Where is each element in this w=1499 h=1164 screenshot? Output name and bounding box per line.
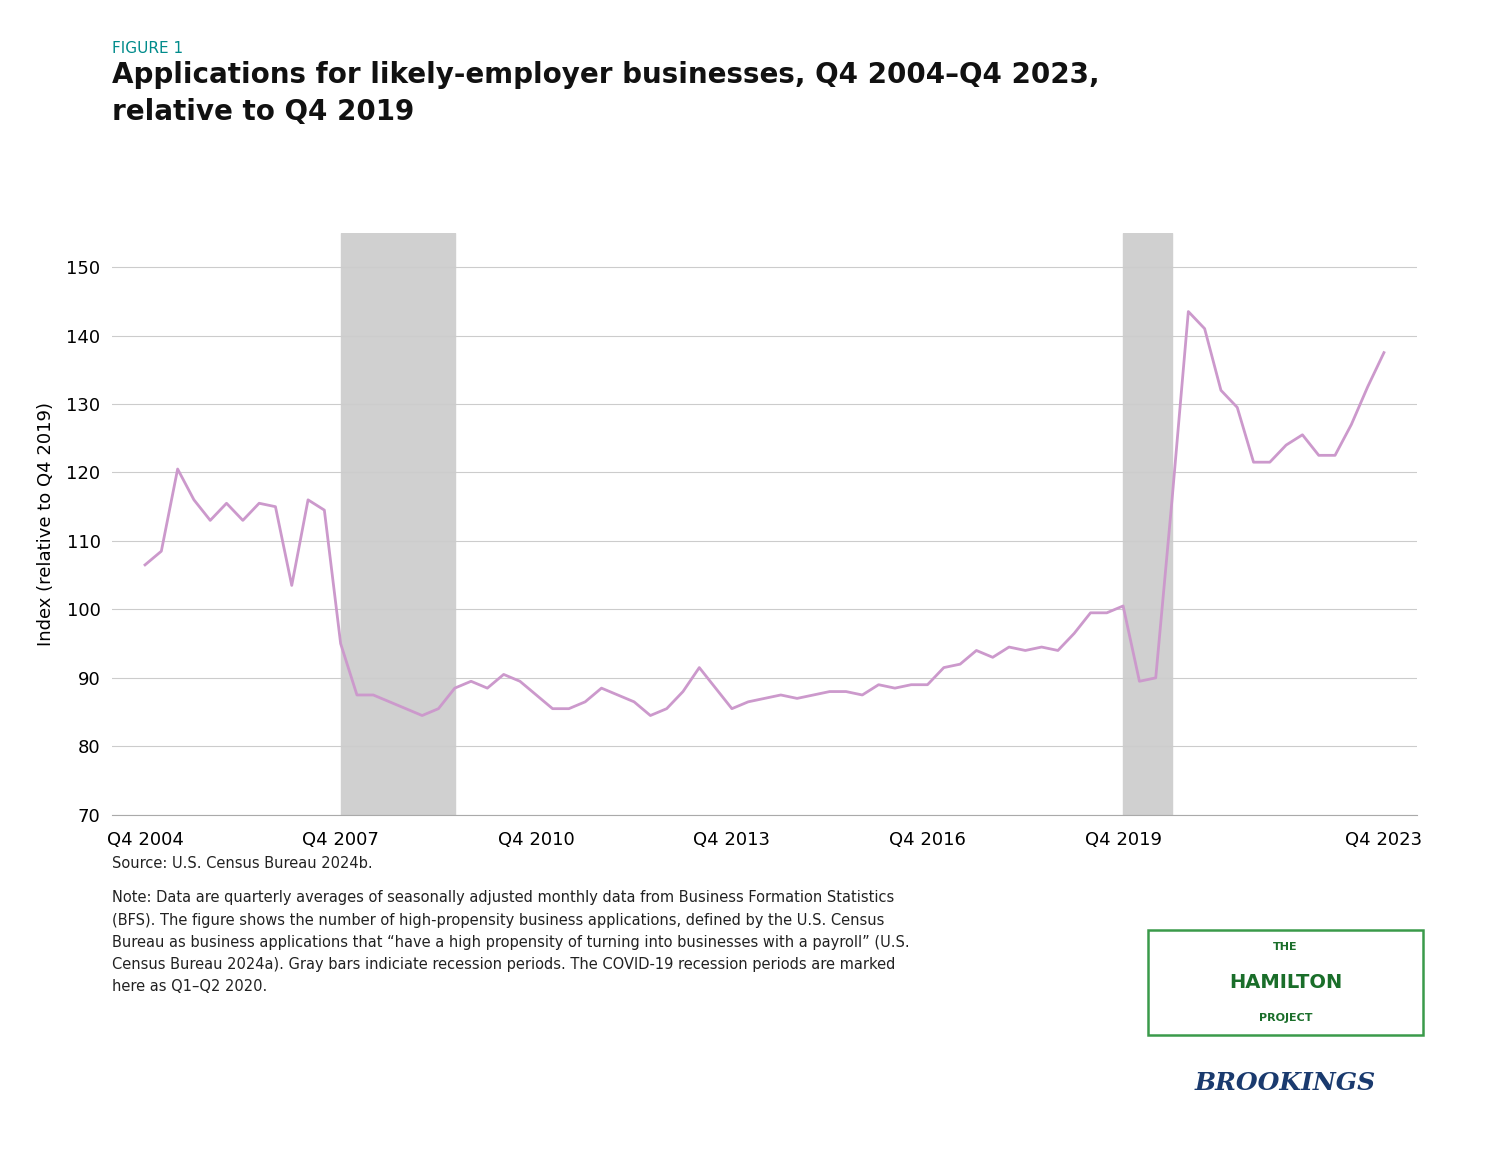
Text: BROOKINGS: BROOKINGS — [1195, 1071, 1376, 1095]
Y-axis label: Index (relative to Q4 2019): Index (relative to Q4 2019) — [37, 402, 55, 646]
Text: Applications for likely-employer businesses, Q4 2004–Q4 2023,: Applications for likely-employer busines… — [112, 61, 1100, 88]
Bar — [340, 233, 454, 815]
Text: HAMILTON: HAMILTON — [1229, 973, 1342, 992]
Text: relative to Q4 2019: relative to Q4 2019 — [112, 98, 415, 126]
Text: Source: U.S. Census Bureau 2024b.: Source: U.S. Census Bureau 2024b. — [112, 856, 373, 871]
Text: PROJECT: PROJECT — [1259, 1013, 1312, 1023]
FancyBboxPatch shape — [1148, 930, 1423, 1035]
Text: FIGURE 1: FIGURE 1 — [112, 41, 183, 56]
Text: THE: THE — [1273, 942, 1298, 952]
Text: Note: Data are quarterly averages of seasonally adjusted monthly data from Busin: Note: Data are quarterly averages of sea… — [112, 890, 910, 994]
Bar — [1123, 233, 1172, 815]
